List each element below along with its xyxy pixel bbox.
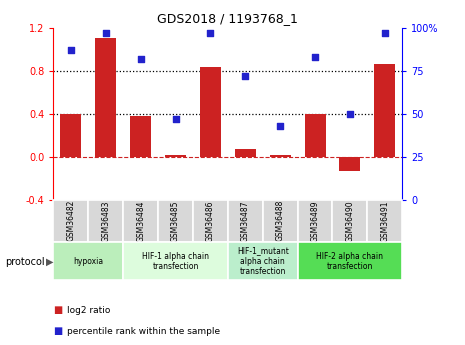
Point	[102, 30, 109, 36]
Text: ▶: ▶	[46, 257, 53, 266]
Text: GSM36483: GSM36483	[101, 200, 110, 242]
Text: HIF-1_mutant
alpha chain
transfection: HIF-1_mutant alpha chain transfection	[237, 246, 289, 276]
Point	[137, 56, 144, 61]
Point	[67, 47, 74, 53]
Text: GSM36490: GSM36490	[345, 200, 354, 242]
Bar	[193, 200, 228, 242]
Title: GDS2018 / 1193768_1: GDS2018 / 1193768_1	[158, 12, 298, 25]
Point	[241, 73, 249, 79]
Text: GSM36486: GSM36486	[206, 200, 215, 242]
Point	[276, 123, 284, 129]
Text: HIF-2 alpha chain
transfection: HIF-2 alpha chain transfection	[316, 252, 384, 271]
Text: GSM36491: GSM36491	[380, 200, 389, 242]
Bar	[158, 200, 193, 242]
Text: GSM36484: GSM36484	[136, 200, 145, 242]
Point	[346, 111, 353, 117]
Text: HIF-1 alpha chain
transfection: HIF-1 alpha chain transfection	[142, 252, 209, 271]
Text: GSM36489: GSM36489	[311, 200, 319, 242]
Bar	[228, 242, 298, 280]
Text: GSM36488: GSM36488	[276, 200, 285, 242]
Bar	[263, 200, 298, 242]
Bar	[53, 200, 88, 242]
Bar	[305, 114, 325, 157]
Bar	[332, 200, 367, 242]
Point	[172, 116, 179, 122]
Bar	[123, 242, 228, 280]
Text: GSM36487: GSM36487	[241, 200, 250, 242]
Bar	[228, 200, 263, 242]
Text: ■: ■	[53, 326, 63, 336]
Bar	[339, 157, 360, 171]
Bar	[298, 242, 402, 280]
Text: ■: ■	[53, 306, 63, 315]
Point	[206, 30, 214, 36]
Bar	[200, 68, 221, 157]
Bar	[123, 200, 158, 242]
Bar	[88, 200, 123, 242]
Bar	[235, 149, 256, 157]
Point	[381, 30, 388, 36]
Bar	[367, 200, 402, 242]
Text: hypoxia: hypoxia	[73, 257, 103, 266]
Point	[311, 54, 319, 60]
Text: protocol: protocol	[5, 257, 44, 266]
Bar	[60, 114, 81, 157]
Text: log2 ratio: log2 ratio	[67, 306, 111, 315]
Bar	[374, 64, 395, 157]
Bar	[130, 116, 151, 157]
Bar	[298, 200, 332, 242]
Bar	[270, 155, 291, 157]
Bar	[95, 38, 116, 157]
Text: percentile rank within the sample: percentile rank within the sample	[67, 327, 220, 336]
Text: GSM36485: GSM36485	[171, 200, 180, 242]
Bar	[165, 155, 186, 157]
Text: GSM36482: GSM36482	[66, 200, 75, 242]
Bar	[53, 242, 123, 280]
